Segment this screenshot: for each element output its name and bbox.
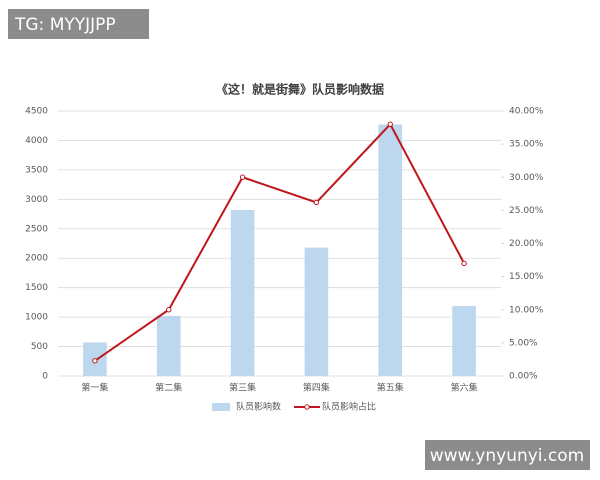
y-tick-label: 3500: [25, 165, 48, 175]
point: [92, 358, 98, 364]
y-tick-label: 2500: [25, 224, 48, 234]
point: [313, 199, 320, 206]
bar: [452, 305, 476, 376]
bar: [304, 247, 329, 376]
y-tick-label: 3000: [25, 195, 48, 205]
y-tick-label: 1000: [25, 313, 48, 323]
x-tick-label: 第一集: [81, 382, 108, 394]
legend-marker: [304, 404, 310, 410]
x-tick-label: 第三集: [229, 382, 256, 394]
point: [239, 174, 246, 180]
y2-tick-label: 40.00%: [509, 107, 544, 117]
x-tick-label: 第五集: [377, 382, 404, 394]
point: [461, 260, 467, 267]
y-tick-label: 4000: [25, 136, 48, 146]
bar: [230, 209, 255, 376]
y-tick-label: 0: [42, 372, 48, 382]
legend-swatch: [212, 403, 230, 411]
y-tick-label: 2000: [25, 254, 48, 264]
x-tick-label: 第六集: [451, 382, 478, 394]
legend-label: 队员影响占比: [322, 401, 376, 413]
y2-tick-label: 10.00%: [509, 305, 544, 315]
watermark: www.ynyunyi.com: [430, 446, 585, 466]
point: [166, 307, 172, 313]
y-tick-label: 4500: [25, 107, 48, 117]
bar: [156, 315, 181, 376]
bar: [378, 124, 403, 377]
watermark-box: [425, 440, 590, 470]
y2-tick-label: 35.00%: [509, 140, 544, 150]
x-tick-label: 第四集: [303, 382, 330, 394]
y2-tick-label: 20.00%: [509, 239, 544, 249]
y2-tick-label: 25.00%: [509, 206, 544, 216]
y2-tick-label: 15.00%: [509, 272, 544, 282]
watermark: TG: MYYJJPP: [14, 15, 116, 35]
legend-label: 队员影响数: [236, 401, 281, 413]
chart-title: 《这！就是街舞》队员影响数据: [216, 82, 384, 97]
y2-tick-label: 5.00%: [509, 338, 538, 348]
y-tick-label: 1500: [25, 283, 48, 293]
point: [387, 121, 393, 127]
y2-tick-label: 30.00%: [509, 173, 544, 183]
y-tick-label: 500: [31, 342, 48, 352]
x-tick-label: 第二集: [155, 382, 182, 394]
line: [94, 122, 465, 362]
y2-tick-label: 0.00%: [509, 372, 538, 382]
watermark-box: [8, 9, 149, 39]
